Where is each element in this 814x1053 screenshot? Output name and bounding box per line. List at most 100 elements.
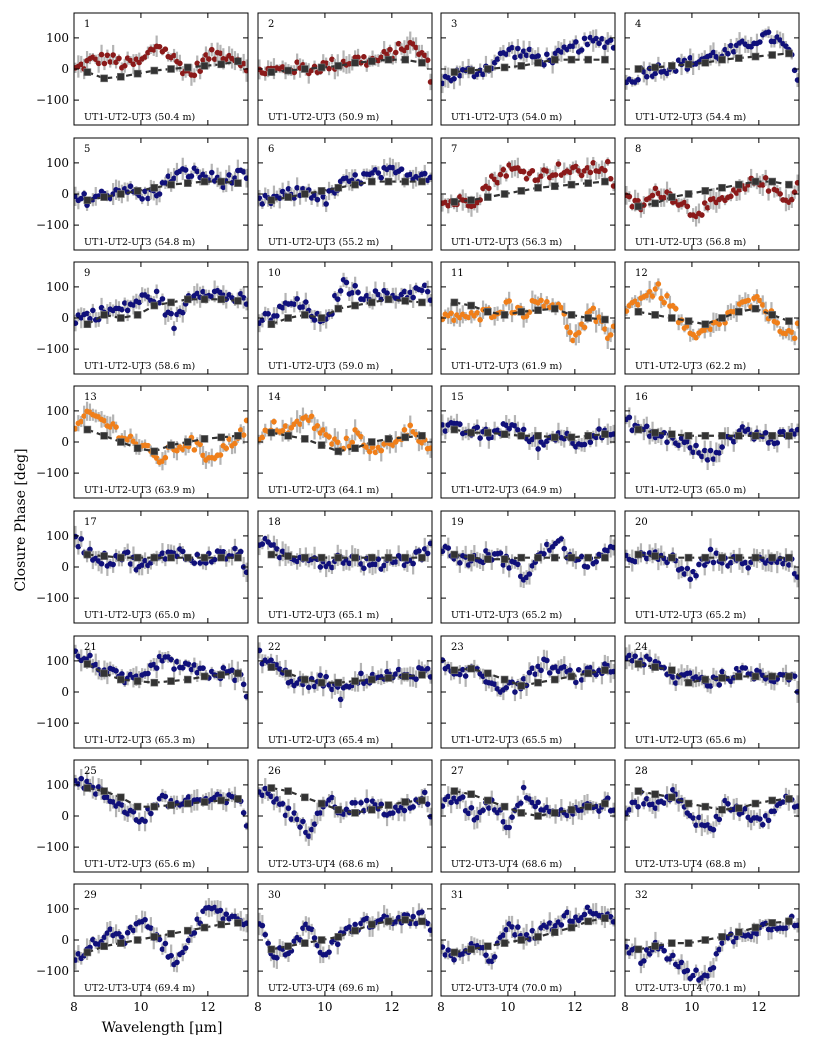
model-point [550, 928, 559, 937]
data-point [300, 185, 306, 192]
model-point [133, 802, 142, 811]
data-point [240, 681, 247, 688]
data-point [237, 548, 244, 555]
model-point [550, 809, 559, 817]
data-point [491, 681, 498, 688]
data-point [90, 936, 96, 943]
model-line [87, 786, 239, 808]
data-point [223, 445, 230, 452]
data-point [578, 677, 585, 683]
model-point [384, 55, 393, 64]
model-point [83, 320, 92, 329]
data-point [602, 44, 608, 51]
data-point [486, 805, 492, 811]
data-point [74, 320, 79, 326]
y-axis-label: Closure Phase [deg] [13, 448, 29, 591]
data-point [90, 307, 96, 314]
model-point [234, 179, 242, 187]
panel-plot-area [441, 649, 615, 702]
data-point [358, 561, 364, 567]
model-point [701, 936, 710, 944]
data-point [274, 955, 280, 961]
data-point [607, 913, 614, 920]
model-point [150, 66, 159, 75]
baseline-label: UT1-UT2-UT3 (58.6 m) [84, 361, 195, 372]
model-point [284, 669, 292, 678]
panel-plot-area [625, 26, 799, 90]
data-point [279, 427, 286, 434]
data-point [294, 185, 300, 191]
model-point [567, 433, 576, 442]
data-point [200, 57, 206, 63]
data-point [693, 334, 699, 341]
data-point [593, 318, 599, 325]
data-point [604, 795, 611, 801]
x-tick-label: 12 [751, 1000, 766, 1014]
data-point [701, 200, 708, 206]
data-point [710, 559, 717, 566]
data-point [780, 799, 786, 805]
data-point [477, 316, 483, 323]
data-point [587, 439, 594, 446]
data-point [678, 435, 685, 442]
panel-plot-area [74, 768, 248, 832]
data-point [780, 560, 786, 567]
model-point [567, 805, 576, 814]
data-point [693, 967, 699, 973]
model-point [384, 177, 393, 186]
baseline-label: UT1-UT2-UT3 (50.9 m) [268, 112, 379, 123]
model-point [117, 553, 125, 562]
data-point [707, 447, 714, 454]
panel-number: 15 [451, 392, 464, 403]
x-tick-label: 10 [133, 1000, 148, 1014]
data-point [646, 288, 653, 295]
data-point [632, 558, 638, 565]
y-tick-label: −100 [36, 342, 69, 356]
model-point [301, 435, 309, 443]
model-point [83, 660, 92, 668]
model-line [638, 790, 790, 811]
model-point [534, 431, 542, 440]
data-point [346, 560, 353, 567]
data-point [733, 665, 740, 672]
data-point [494, 56, 501, 62]
data-point [226, 172, 232, 178]
panel-13: −100 0 100 13 UT1-UT2-UT3 (63.9 m) [36, 385, 249, 499]
data-point [544, 298, 550, 305]
model-point [117, 190, 125, 198]
data-point [541, 551, 547, 557]
model-point [534, 306, 542, 315]
data-point [326, 65, 332, 72]
model-point [651, 311, 659, 319]
data-point [762, 429, 769, 436]
panel-plot-area [74, 280, 248, 336]
model-point [100, 311, 108, 319]
model-point [284, 193, 292, 201]
data-point [78, 418, 85, 425]
model-point [167, 180, 175, 189]
model-point [317, 187, 326, 195]
panel-plot-area [625, 538, 799, 589]
model-point [183, 926, 192, 935]
baseline-label: UT2-UT3-UT4 (69.6 m) [268, 983, 379, 994]
data-point [517, 800, 524, 806]
panel-plot-area [441, 413, 615, 460]
panel-number: 7 [451, 144, 457, 155]
data-point [421, 170, 428, 177]
model-point [100, 942, 108, 951]
model-point [301, 311, 309, 319]
data-point [561, 664, 568, 670]
model-line [638, 428, 789, 437]
data-point [232, 545, 238, 552]
model-point [651, 199, 659, 208]
model-point [785, 795, 793, 803]
panel-number: 22 [268, 642, 281, 653]
data-point [558, 49, 565, 55]
data-point [739, 424, 746, 430]
model-point [467, 196, 475, 205]
model-point [418, 177, 426, 186]
data-point [179, 949, 186, 956]
model-point [634, 787, 643, 795]
data-point [445, 663, 452, 670]
data-point [541, 62, 547, 68]
